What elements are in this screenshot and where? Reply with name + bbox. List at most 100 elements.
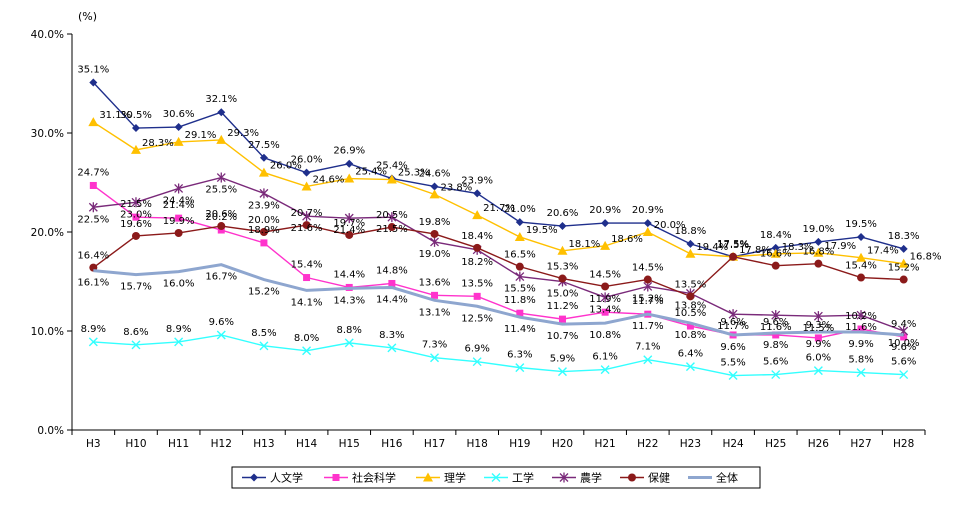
data-point bbox=[431, 291, 439, 299]
data-label: 6.4% bbox=[678, 349, 703, 360]
data-point bbox=[216, 134, 227, 144]
data-label: 9.6% bbox=[763, 317, 788, 328]
data-label: 11.6% bbox=[845, 322, 877, 333]
data-point bbox=[130, 144, 141, 154]
data-point bbox=[217, 222, 226, 231]
data-point bbox=[472, 210, 483, 220]
data-label: 15.4% bbox=[291, 260, 323, 271]
data-label: 25.4% bbox=[355, 167, 387, 178]
data-label: 20.6% bbox=[205, 209, 237, 220]
data-label: 26.0% bbox=[270, 161, 302, 172]
x-tick-label: H12 bbox=[211, 438, 232, 450]
data-label: 6.0% bbox=[806, 353, 831, 364]
data-label: 18.2% bbox=[461, 257, 493, 268]
legend-marker bbox=[250, 473, 258, 482]
data-point bbox=[770, 248, 781, 258]
data-point bbox=[174, 228, 183, 237]
data-label: 11.2% bbox=[547, 301, 579, 312]
data-point bbox=[88, 337, 98, 347]
data-label: 31.1% bbox=[99, 110, 131, 121]
data-point bbox=[302, 346, 312, 356]
series-2 bbox=[88, 117, 909, 268]
data-point bbox=[430, 353, 440, 363]
series-6 bbox=[93, 263, 904, 337]
data-label: 19.6% bbox=[120, 219, 152, 230]
data-point bbox=[557, 245, 568, 255]
data-label: 15.5% bbox=[504, 284, 536, 295]
data-point bbox=[472, 357, 482, 367]
data-label: 15.3% bbox=[547, 262, 579, 273]
data-point bbox=[558, 222, 567, 231]
data-label: 21.5% bbox=[376, 224, 408, 235]
data-label: 9.6% bbox=[891, 342, 916, 353]
data-label: 16.8% bbox=[802, 247, 834, 258]
data-label: 7.3% bbox=[422, 340, 447, 351]
data-point bbox=[473, 292, 481, 300]
data-label: 19.4% bbox=[696, 242, 728, 253]
x-tick-label: H14 bbox=[296, 438, 318, 450]
data-point bbox=[174, 337, 184, 347]
data-label: 20.9% bbox=[589, 205, 621, 216]
data-label: 20.7% bbox=[291, 208, 323, 219]
data-label: 19.0% bbox=[419, 249, 451, 260]
data-label: 23.8% bbox=[441, 182, 473, 193]
data-point bbox=[302, 221, 311, 230]
y-tick-label: 40.0% bbox=[31, 29, 64, 41]
series-3 bbox=[88, 330, 909, 381]
data-label: 20.0% bbox=[248, 215, 280, 226]
data-label: 14.8% bbox=[376, 265, 408, 276]
data-point bbox=[686, 239, 695, 248]
data-point bbox=[344, 173, 355, 183]
data-label: 8.3% bbox=[379, 330, 404, 341]
data-label: 9.6% bbox=[720, 317, 745, 328]
data-point bbox=[259, 228, 268, 236]
data-label: 7.1% bbox=[635, 342, 660, 353]
data-label: 19.0% bbox=[802, 224, 834, 235]
data-point bbox=[515, 218, 524, 227]
series-line bbox=[92, 121, 904, 265]
data-point bbox=[857, 273, 866, 282]
data-label: 30.5% bbox=[120, 110, 152, 121]
data-label: 17.5% bbox=[717, 240, 749, 251]
data-point bbox=[430, 236, 439, 247]
data-label: 19.9% bbox=[163, 216, 195, 227]
data-label: 24.7% bbox=[77, 167, 109, 178]
x-tick-label: H27 bbox=[850, 438, 871, 450]
data-point bbox=[771, 261, 780, 270]
series-line bbox=[93, 263, 904, 337]
data-label: 18.3% bbox=[888, 231, 920, 242]
data-label: 27.5% bbox=[248, 140, 280, 151]
data-point bbox=[771, 310, 781, 321]
data-label: 17.4% bbox=[867, 246, 899, 257]
data-label: 22.5% bbox=[77, 214, 109, 225]
data-point bbox=[131, 340, 141, 350]
legend-marker bbox=[423, 472, 433, 482]
data-label: 24.6% bbox=[313, 174, 345, 185]
series-layer bbox=[88, 78, 909, 381]
data-label: 16.5% bbox=[504, 250, 536, 261]
legend-label: 社会科学 bbox=[352, 471, 396, 485]
data-label: 16.6% bbox=[760, 249, 792, 260]
data-point bbox=[899, 244, 908, 253]
data-point bbox=[131, 197, 141, 208]
data-point bbox=[387, 223, 396, 232]
x-tick-label: H20 bbox=[552, 438, 573, 450]
data-label: 26.9% bbox=[333, 146, 365, 157]
data-label: 11.7% bbox=[632, 321, 664, 332]
data-point bbox=[558, 315, 566, 323]
data-label: 9.9% bbox=[806, 339, 831, 350]
data-label: 26.0% bbox=[291, 155, 323, 166]
data-point bbox=[89, 78, 98, 87]
data-point bbox=[857, 232, 866, 241]
x-tick-label: H11 bbox=[168, 438, 189, 450]
data-label: 8.0% bbox=[294, 333, 319, 344]
data-label: 24.4% bbox=[163, 195, 195, 206]
data-label: 14.5% bbox=[589, 269, 621, 280]
data-label: 18.3% bbox=[782, 242, 814, 253]
data-point bbox=[600, 240, 611, 250]
data-point bbox=[302, 168, 311, 177]
data-label: 9.6% bbox=[720, 342, 745, 353]
data-point bbox=[473, 243, 482, 252]
data-point bbox=[131, 231, 140, 240]
series-line bbox=[93, 334, 904, 377]
